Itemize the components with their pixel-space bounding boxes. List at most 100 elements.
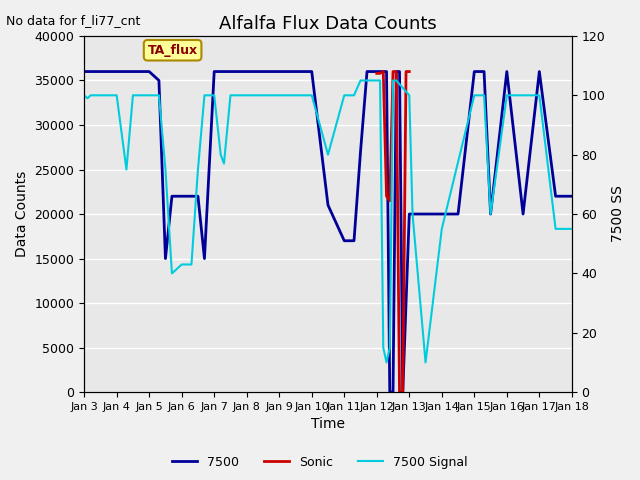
7500 (233, 69, 241, 74)
7500 (211, 69, 218, 74)
7500 Signal (90, 93, 98, 98)
7500 (155, 78, 163, 84)
7500 Signal (376, 78, 384, 84)
Sonic (402, 69, 410, 74)
7500 (356, 149, 364, 155)
7500 (340, 238, 348, 244)
7500 (308, 69, 316, 74)
7500 Signal (373, 78, 381, 84)
7500 Signal (438, 226, 445, 232)
Line: 7500: 7500 (84, 72, 572, 392)
7500 (227, 69, 234, 74)
7500 Signal (340, 93, 348, 98)
7500 Signal (350, 93, 358, 98)
7500 Signal (161, 167, 169, 172)
7500 (438, 211, 445, 217)
7500 (454, 211, 462, 217)
7500 (161, 256, 169, 262)
7500 Signal (409, 211, 417, 217)
7500 Signal (422, 360, 429, 365)
Sonic (399, 389, 406, 395)
7500 (373, 69, 381, 74)
7500 (552, 193, 559, 199)
7500 (376, 69, 384, 74)
7500 Signal (392, 78, 400, 84)
7500 (487, 211, 495, 217)
Text: No data for f_li77_cnt: No data for f_li77_cnt (6, 14, 141, 27)
7500 (168, 193, 176, 199)
7500 (536, 69, 543, 74)
Title: Alfalfa Flux Data Counts: Alfalfa Flux Data Counts (219, 15, 437, 33)
7500 Signal (97, 93, 104, 98)
7500 Signal (536, 93, 543, 98)
7500 Signal (552, 226, 559, 232)
7500 (324, 202, 332, 208)
7500 Signal (356, 78, 364, 84)
7500 (399, 389, 406, 395)
7500 Signal (155, 93, 163, 98)
7500 Signal (236, 93, 244, 98)
X-axis label: Time: Time (311, 418, 345, 432)
Sonic (376, 71, 384, 76)
7500 (129, 69, 137, 74)
7500 (392, 69, 400, 74)
7500 Signal (480, 93, 488, 98)
Sonic (383, 193, 390, 199)
7500 Signal (243, 93, 250, 98)
7500 Signal (178, 262, 186, 267)
7500 (503, 69, 511, 74)
7500 Signal (380, 345, 387, 350)
7500 Signal (487, 211, 495, 217)
7500 Signal (406, 93, 413, 98)
7500 Signal (503, 93, 511, 98)
7500 (188, 193, 195, 199)
7500 Signal (389, 78, 397, 84)
7500 (519, 211, 527, 217)
Line: 7500 Signal: 7500 Signal (84, 81, 572, 362)
7500 Signal (519, 93, 527, 98)
7500 Signal (308, 93, 316, 98)
Legend: 7500, Sonic, 7500 Signal: 7500, Sonic, 7500 Signal (167, 451, 473, 474)
7500 Signal (84, 96, 92, 101)
Y-axis label: Data Counts: Data Counts (15, 171, 29, 257)
7500 Signal (568, 226, 576, 232)
7500 Signal (87, 93, 95, 98)
7500 Signal (200, 93, 208, 98)
7500 (422, 211, 429, 217)
Sonic (373, 71, 381, 76)
7500 Signal (220, 161, 228, 167)
Text: TA_flux: TA_flux (148, 44, 198, 57)
7500 Signal (227, 93, 234, 98)
7500 (396, 69, 403, 74)
7500 (350, 238, 358, 244)
7500 Signal (80, 93, 88, 98)
7500 Signal (383, 360, 390, 365)
Sonic (389, 69, 397, 74)
7500 Signal (217, 152, 225, 157)
Sonic (392, 69, 400, 74)
7500 Signal (145, 93, 153, 98)
7500 (243, 69, 250, 74)
7500 (470, 69, 478, 74)
Sonic (406, 69, 413, 74)
Line: Sonic: Sonic (377, 72, 410, 392)
7500 (386, 389, 394, 395)
7500 (178, 193, 186, 199)
7500 (380, 69, 387, 74)
7500 Signal (275, 93, 283, 98)
7500 Signal (188, 262, 195, 267)
7500 Signal (233, 93, 241, 98)
7500 Signal (324, 152, 332, 157)
7500 Signal (363, 78, 371, 84)
7500 (113, 69, 120, 74)
7500 (568, 193, 576, 199)
7500 Signal (129, 93, 137, 98)
7500 Signal (113, 93, 120, 98)
7500 (363, 69, 371, 74)
7500 Signal (386, 345, 394, 350)
7500 (220, 69, 228, 74)
7500 (145, 69, 153, 74)
7500 Signal (168, 271, 176, 276)
Sonic (396, 389, 403, 395)
7500 Signal (211, 93, 218, 98)
